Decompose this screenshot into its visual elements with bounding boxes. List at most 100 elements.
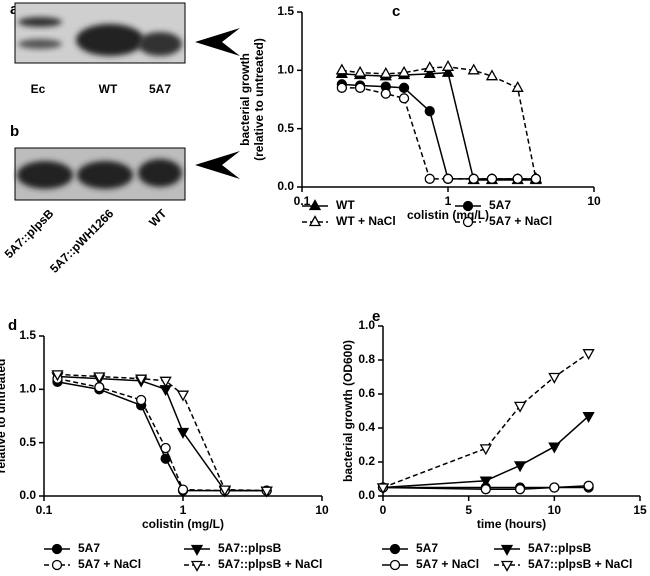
legend-marker bbox=[308, 215, 322, 227]
legend-label: 5A7::plpsB + NaCl bbox=[218, 557, 322, 571]
legend-marker bbox=[462, 200, 474, 212]
panel-label: b bbox=[10, 123, 19, 140]
data-point bbox=[335, 63, 348, 75]
arrowhead bbox=[195, 28, 240, 56]
legend-label: 5A7 + NaCl bbox=[416, 557, 479, 571]
data-point bbox=[582, 411, 595, 423]
data-point bbox=[513, 461, 527, 473]
data-point bbox=[135, 374, 148, 386]
data-point bbox=[379, 66, 392, 78]
data-point bbox=[218, 485, 231, 497]
series-line bbox=[341, 71, 536, 181]
panel-label: e bbox=[372, 308, 380, 325]
data-point bbox=[549, 482, 560, 493]
legend-label: 5A7::plpsB + NaCl bbox=[528, 557, 632, 571]
x-tick-label: 15 bbox=[633, 503, 647, 517]
data-point bbox=[468, 173, 479, 184]
gel-image bbox=[14, 147, 186, 201]
data-point bbox=[177, 484, 189, 495]
x-tick-label: 1 bbox=[180, 503, 187, 517]
y-tick-label: 1.5 bbox=[277, 4, 294, 18]
legend-marker bbox=[462, 216, 474, 228]
y-tick-label: 0.5 bbox=[19, 435, 36, 449]
y-axis-label: relative to untreated bbox=[0, 359, 8, 474]
y-tick-label: 0.8 bbox=[358, 352, 375, 366]
series-line bbox=[57, 381, 267, 492]
data-point bbox=[512, 173, 523, 184]
x-tick-label: 10 bbox=[548, 503, 562, 517]
y-axis-label: bacterial growth (OD600) bbox=[341, 340, 355, 482]
series-line bbox=[57, 373, 267, 492]
x-tick-label: 0.1 bbox=[36, 503, 53, 517]
lane-label: 5A7::plpsB bbox=[2, 206, 57, 261]
legend-label: 5A7 bbox=[78, 541, 100, 555]
data-point bbox=[548, 442, 561, 454]
x-tick-label: 0 bbox=[380, 503, 387, 517]
data-point bbox=[441, 65, 455, 77]
data-point bbox=[160, 453, 171, 464]
data-point bbox=[513, 401, 527, 413]
data-point bbox=[486, 173, 498, 184]
data-point bbox=[583, 480, 594, 491]
arrowhead bbox=[195, 151, 240, 179]
data-point bbox=[94, 382, 105, 393]
data-point bbox=[423, 66, 436, 78]
y-tick-label: 1.0 bbox=[277, 63, 294, 77]
y-tick-label: 1.0 bbox=[358, 318, 375, 332]
data-point bbox=[485, 69, 499, 81]
x-tick-label: 5 bbox=[465, 503, 472, 517]
legend-label: 5A7 + NaCl bbox=[489, 214, 552, 228]
data-point bbox=[582, 349, 595, 361]
data-point bbox=[480, 484, 491, 495]
panel-label: c bbox=[392, 3, 400, 20]
lane-label: WT bbox=[99, 82, 118, 96]
series-line bbox=[341, 66, 537, 179]
series-line bbox=[57, 377, 267, 492]
y-tick-label: 0.5 bbox=[277, 121, 294, 135]
data-point bbox=[376, 483, 390, 495]
x-tick-label: 10 bbox=[587, 194, 601, 208]
data-point bbox=[397, 65, 411, 77]
x-axis-label: colistin (mg/L) bbox=[142, 517, 224, 531]
data-point bbox=[511, 80, 524, 92]
data-point bbox=[176, 390, 190, 402]
data-point bbox=[548, 372, 561, 384]
y-tick-label: 0.2 bbox=[358, 454, 375, 468]
legend-marker bbox=[389, 543, 401, 555]
data-point bbox=[51, 370, 64, 382]
x-tick-label: 0.1 bbox=[294, 194, 311, 208]
x-axis-label: colistin (mg/L) bbox=[407, 208, 489, 222]
x-axis-label: time (hours) bbox=[477, 517, 546, 531]
data-point bbox=[441, 59, 455, 71]
legend-marker bbox=[500, 560, 514, 572]
data-point bbox=[467, 63, 480, 75]
data-point bbox=[398, 82, 410, 93]
data-point bbox=[380, 88, 391, 99]
data-point bbox=[353, 65, 367, 77]
x-tick-label: 1 bbox=[445, 194, 452, 208]
legend-label: WT + NaCl bbox=[336, 214, 396, 228]
legend-label: 5A7::plpsB bbox=[218, 541, 282, 555]
data-point bbox=[424, 106, 435, 117]
legend-label: 5A7 bbox=[489, 198, 511, 212]
legend-marker bbox=[190, 544, 204, 556]
data-point bbox=[514, 484, 526, 495]
legend-label: WT bbox=[336, 198, 355, 212]
data-point bbox=[479, 444, 492, 456]
x-tick-label: 10 bbox=[315, 503, 329, 517]
panel-label: d bbox=[8, 317, 17, 334]
data-point bbox=[354, 82, 366, 93]
data-point bbox=[530, 173, 542, 184]
y-tick-label: 0.6 bbox=[358, 386, 375, 400]
y-tick-label: 1.0 bbox=[19, 382, 36, 396]
series-line bbox=[341, 87, 536, 180]
y-tick-label: 0.0 bbox=[277, 179, 294, 193]
legend-marker bbox=[500, 544, 514, 556]
legend-label: 5A7::plpsB bbox=[528, 541, 592, 555]
y-axis-label: (relative to untreated) bbox=[252, 38, 266, 161]
legend-marker bbox=[190, 560, 204, 572]
legend-marker bbox=[51, 559, 63, 571]
legend-label: 5A7 + NaCl bbox=[78, 557, 141, 571]
data-point bbox=[479, 476, 492, 488]
data-point bbox=[160, 442, 171, 454]
